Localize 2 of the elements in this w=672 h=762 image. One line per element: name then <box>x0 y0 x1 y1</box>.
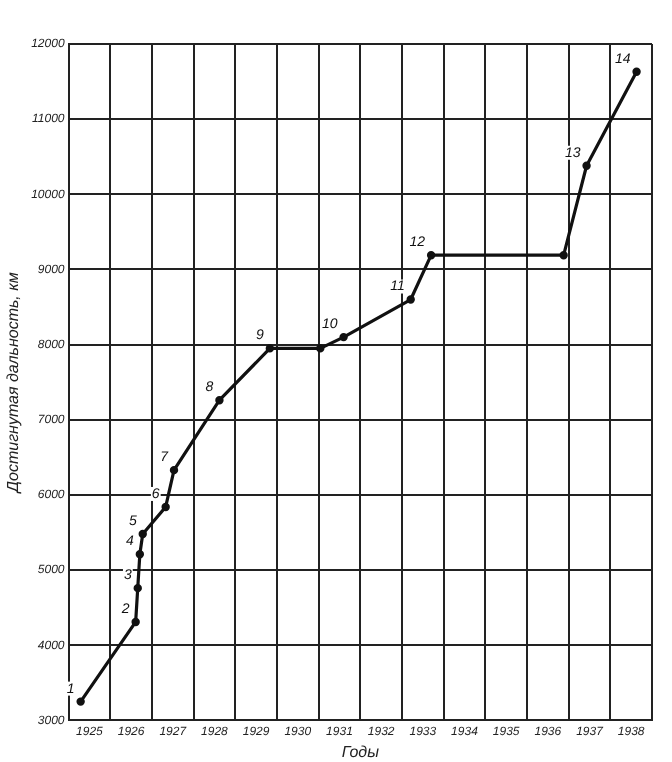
y-axis-title: Достигнутая дальность, км <box>4 271 23 495</box>
x-axis-title: Годы <box>341 742 380 761</box>
